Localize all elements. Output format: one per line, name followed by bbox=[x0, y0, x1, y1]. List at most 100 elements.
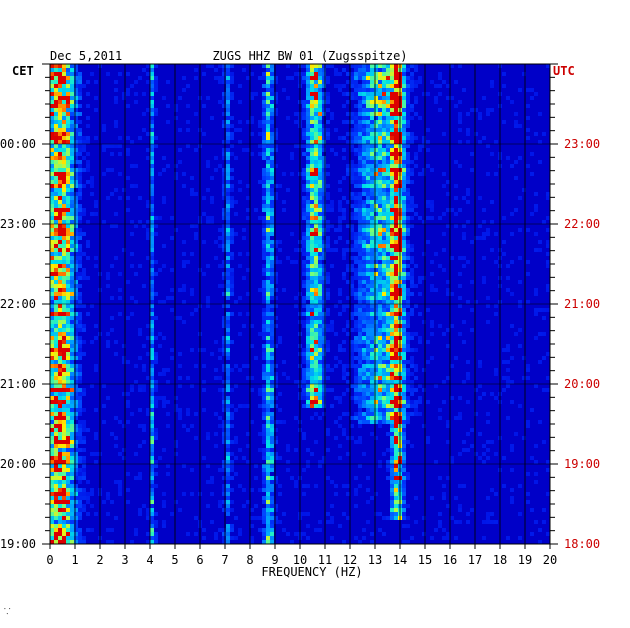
heatmap-cell bbox=[66, 408, 70, 412]
heatmap-cell bbox=[70, 296, 74, 300]
heatmap-cell bbox=[270, 340, 274, 344]
heatmap-cell bbox=[394, 376, 398, 380]
heatmap-cell bbox=[54, 252, 58, 256]
heatmap-cell bbox=[394, 436, 398, 440]
heatmap-cell bbox=[78, 128, 82, 132]
heatmap-cell bbox=[78, 312, 82, 316]
heatmap-cell bbox=[58, 168, 62, 172]
heatmap-cell bbox=[390, 392, 394, 396]
heatmap-cell bbox=[326, 376, 330, 380]
heatmap-cell bbox=[74, 84, 78, 88]
heatmap-cell bbox=[482, 232, 486, 236]
heatmap-cell bbox=[306, 204, 310, 208]
heatmap-cell bbox=[370, 288, 374, 292]
heatmap-cell bbox=[350, 120, 354, 124]
heatmap-cell bbox=[538, 160, 542, 164]
heatmap-cell bbox=[374, 388, 378, 392]
heatmap-cell bbox=[262, 348, 266, 352]
heatmap-cell bbox=[58, 64, 62, 68]
heatmap-cell bbox=[302, 392, 306, 396]
heatmap-cell bbox=[54, 456, 58, 460]
heatmap-cell bbox=[366, 372, 370, 376]
heatmap-cell bbox=[390, 396, 394, 400]
heatmap-cell bbox=[70, 508, 74, 512]
heatmap-cell bbox=[362, 152, 366, 156]
heatmap-cell bbox=[494, 140, 498, 144]
heatmap-cell bbox=[386, 284, 390, 288]
heatmap-cell bbox=[62, 104, 66, 108]
heatmap-cell bbox=[66, 472, 70, 476]
heatmap-cell bbox=[74, 160, 78, 164]
heatmap-cell bbox=[302, 268, 306, 272]
heatmap-cell bbox=[58, 152, 62, 156]
heatmap-cell bbox=[86, 240, 90, 244]
heatmap-cell bbox=[362, 272, 366, 276]
heatmap-cell bbox=[358, 100, 362, 104]
heatmap-cell bbox=[338, 84, 342, 88]
heatmap-cell bbox=[266, 260, 270, 264]
heatmap-cell bbox=[454, 520, 458, 524]
heatmap-cell bbox=[66, 476, 70, 480]
heatmap-cell bbox=[266, 524, 270, 528]
heatmap-cell bbox=[366, 360, 370, 364]
heatmap-cell bbox=[390, 368, 394, 372]
heatmap-cell bbox=[222, 224, 226, 228]
heatmap-cell bbox=[78, 300, 82, 304]
heatmap-cell bbox=[266, 496, 270, 500]
heatmap-cell bbox=[358, 484, 362, 488]
heatmap-cell bbox=[134, 80, 138, 84]
heatmap-cell bbox=[418, 172, 422, 176]
heatmap-cell bbox=[58, 88, 62, 92]
heatmap-cell bbox=[74, 488, 78, 492]
heatmap-cell bbox=[50, 532, 54, 536]
heatmap-cell bbox=[154, 336, 158, 340]
heatmap-cell bbox=[58, 520, 62, 524]
heatmap-cell bbox=[266, 164, 270, 168]
heatmap-cell bbox=[266, 212, 270, 216]
heatmap-cell bbox=[410, 224, 414, 228]
heatmap-cell bbox=[390, 492, 394, 496]
heatmap-cell bbox=[50, 408, 54, 412]
heatmap-cell bbox=[70, 412, 74, 416]
heatmap-cell bbox=[230, 96, 234, 100]
heatmap-cell bbox=[270, 360, 274, 364]
heatmap-cell bbox=[410, 132, 414, 136]
heatmap-cell bbox=[74, 256, 78, 260]
heatmap-cell bbox=[418, 216, 422, 220]
heatmap-cell bbox=[354, 320, 358, 324]
heatmap-cell bbox=[58, 496, 62, 500]
heatmap-cell bbox=[154, 436, 158, 440]
heatmap-cell bbox=[382, 68, 386, 72]
heatmap-cell bbox=[58, 456, 62, 460]
heatmap-cell bbox=[102, 124, 106, 128]
heatmap-cell bbox=[162, 264, 166, 268]
heatmap-cell bbox=[74, 168, 78, 172]
heatmap-cell bbox=[246, 292, 250, 296]
heatmap-cell bbox=[318, 236, 322, 240]
heatmap-cell bbox=[370, 236, 374, 240]
heatmap-cell bbox=[370, 356, 374, 360]
heatmap-cell bbox=[366, 124, 370, 128]
heatmap-cell bbox=[126, 420, 130, 424]
heatmap-cell bbox=[190, 292, 194, 296]
heatmap-cell bbox=[406, 400, 410, 404]
heatmap-cell bbox=[266, 480, 270, 484]
heatmap-cell bbox=[402, 104, 406, 108]
heatmap-cell bbox=[74, 376, 78, 380]
heatmap-cell bbox=[502, 376, 506, 380]
heatmap-cell bbox=[150, 400, 154, 404]
heatmap-cell bbox=[406, 332, 410, 336]
heatmap-cell bbox=[302, 396, 306, 400]
heatmap-cell bbox=[390, 384, 394, 388]
heatmap-cell bbox=[366, 188, 370, 192]
heatmap-cell bbox=[370, 312, 374, 316]
heatmap-cell bbox=[74, 124, 78, 128]
heatmap-cell bbox=[70, 504, 74, 508]
heatmap-cell bbox=[310, 212, 314, 216]
heatmap-cell bbox=[70, 468, 74, 472]
heatmap-cell bbox=[362, 140, 366, 144]
heatmap-cell bbox=[74, 104, 78, 108]
heatmap-cell bbox=[314, 332, 318, 336]
heatmap-cell bbox=[310, 116, 314, 120]
heatmap-cell bbox=[314, 304, 318, 308]
